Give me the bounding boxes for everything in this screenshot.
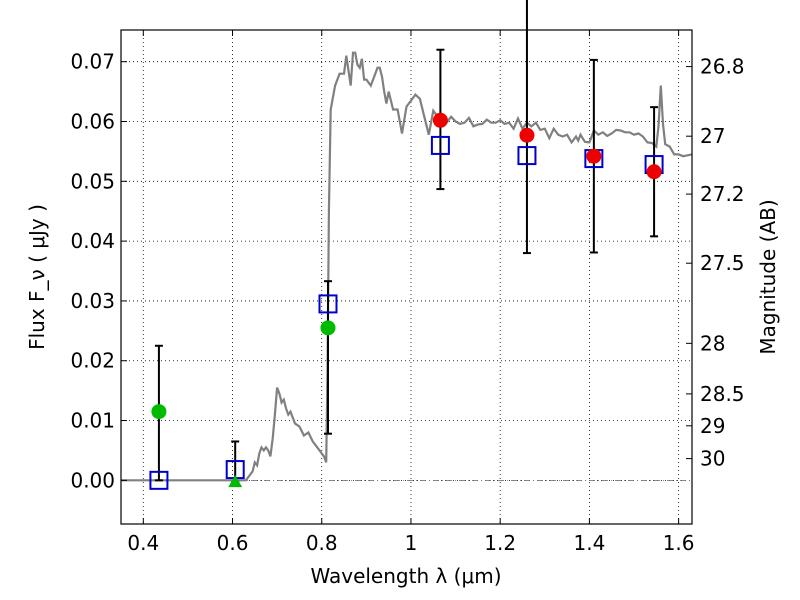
errorbar-layer — [154, 0, 659, 484]
x-tick-label: 0.6 — [217, 531, 249, 555]
model-photometry-square — [430, 135, 450, 155]
magnitude-tick-label: 27 — [700, 124, 725, 148]
x-tick-label: 1.4 — [573, 531, 605, 555]
model-sed-line — [121, 51, 692, 482]
magnitude-tick-label: 28 — [700, 331, 725, 355]
model-photometry-square — [149, 470, 169, 490]
infrared-photometry-point — [519, 127, 535, 143]
y-tick-label: 0.04 — [70, 229, 115, 253]
optical-photometry-point — [320, 320, 336, 336]
x-tick-label: 1.6 — [663, 531, 695, 555]
infrared-photometry-point — [646, 164, 662, 180]
upper-limit-triangle — [228, 475, 243, 488]
magnitude-tick-label: 29 — [700, 414, 725, 438]
magnitude-axis-title: Magnitude (AB) — [756, 199, 780, 354]
x-axis-ticks: 0.4 0.6 0.8 1 1.2 1.4 1.6 — [127, 30, 695, 555]
marker-layer — [149, 112, 664, 490]
infrared-photometry-point — [432, 112, 448, 128]
y-tick-label: 0.03 — [70, 289, 115, 313]
x-tick-label: 0.4 — [127, 531, 159, 555]
x-axis-title: Wavelength λ (μm) — [310, 564, 501, 588]
magnitude-tick-label: 28.5 — [700, 382, 745, 406]
magnitude-tick-label: 30 — [700, 447, 725, 471]
x-tick-label: 1.2 — [484, 531, 516, 555]
magnitude-tick-label: 26.8 — [700, 55, 745, 79]
y-tick-label: 0.07 — [70, 50, 115, 74]
magnitude-tick-label: 27.5 — [700, 251, 745, 275]
x-tick-label: 1 — [405, 531, 418, 555]
plot-frame — [120, 29, 693, 525]
y-tick-label: 0.05 — [70, 169, 115, 193]
model-photometry-square — [517, 146, 537, 166]
magnitude-axis-ticks: 26.8 27 27.2 27.5 28 28.5 29 30 — [686, 55, 745, 471]
y-tick-label: 0.00 — [70, 468, 115, 492]
model-photometry-square — [318, 294, 338, 314]
y-tick-label: 0.02 — [70, 349, 115, 373]
magnitude-tick-label: 27.2 — [700, 182, 745, 206]
y-tick-label: 0.06 — [70, 110, 115, 134]
optical-photometry-point — [151, 404, 167, 420]
infrared-photometry-point — [586, 148, 602, 164]
y-axis-ticks: 0.00 0.01 0.02 0.03 0.04 0.05 0.06 0.07 — [70, 50, 127, 492]
y-axis-title: Flux F_ν ( μJy ) — [25, 204, 49, 350]
y-tick-label: 0.01 — [70, 409, 115, 433]
x-tick-label: 0.8 — [306, 531, 338, 555]
